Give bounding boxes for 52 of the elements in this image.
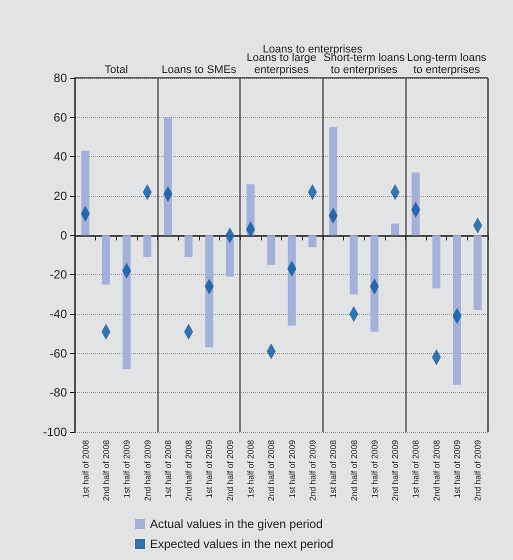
x-tick-label: 2nd half of 2009 [472,440,483,501]
x-tick-label: 2nd half of 2008 [100,440,111,501]
y-tick-label: 40 [54,150,68,164]
bar [205,235,214,348]
y-tick-label: 20 [54,189,68,203]
y-tick-label: -100 [42,425,68,439]
bar [122,235,131,370]
bar [474,235,482,310]
bar [370,235,378,332]
legend-label: Expected values in the next period [150,537,334,551]
text: Short-term loans to enterprises [323,52,406,76]
y-tick-label: -60 [50,346,68,360]
y-tick-label: 80 [54,71,68,85]
y-tick-label: -20 [50,268,68,282]
x-tick-label: 2nd half of 2009 [307,440,318,501]
x-tick-label: 1st half of 2009 [286,440,297,498]
x-tick-label: 2nd half of 2009 [390,440,400,501]
y-tick-label: -40 [50,307,68,321]
x-tick-label: 1st half of 2008 [80,440,90,498]
bar [184,235,193,257]
y-tick-label: 60 [54,110,68,124]
bar [308,235,316,248]
x-tick-label: 1st half of 2009 [369,440,380,498]
bar [329,127,338,236]
bar [102,235,110,284]
x-tick-label: 2nd half of 2009 [224,440,235,501]
y-tick-label: 0 [60,228,68,242]
bar [143,235,152,257]
x-tick-label: 1st half of 2008 [328,440,338,498]
bar [432,235,440,288]
text: Total [104,64,128,76]
x-tick-label: 2nd half of 2008 [348,440,359,501]
text: Long-term loans to enterprises [406,52,487,76]
x-tick-label: 1st half of 2009 [204,440,214,498]
x-tick-label: 1st half of 2009 [452,440,462,498]
x-tick-label: 1st half of 2008 [246,440,256,498]
bar [350,235,358,294]
x-tick-label: 2nd half of 2008 [431,440,442,501]
text: Loans to large enterprises [246,52,316,76]
x-tick-label: 1st half of 2009 [122,440,132,498]
x-tick-label: 1st half of 2008 [410,440,421,498]
bar [391,224,400,236]
y-tick-label: -80 [50,386,68,400]
x-tick-label: 2nd half of 2009 [142,440,152,501]
text: Loans to SMEs [162,64,237,76]
bar [267,235,276,265]
bar [453,235,462,385]
legend-label: Actual values in the given period [150,517,323,531]
x-tick-label: 2nd half of 2008 [266,440,276,501]
bar [164,117,172,236]
x-tick-label: 2nd half of 2008 [184,440,194,501]
x-tick-label: 1st half of 2008 [162,440,173,498]
